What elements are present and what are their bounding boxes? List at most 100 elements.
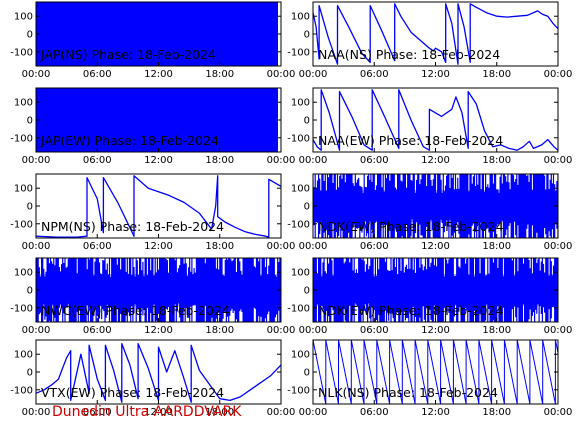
x-tick-label: 06:00 (83, 155, 112, 166)
x-tick-label: 12:00 (144, 241, 173, 252)
phase-trace-line (313, 89, 558, 151)
phase-trace-band (313, 190, 558, 222)
x-tick-label: 18:00 (482, 69, 511, 80)
phase-panel-5: 100 0 -100 00:00 06:00 12:00 18:00 00:00 NPM(NS)… (10, 173, 296, 252)
x-tick-label: 00:00 (22, 155, 51, 166)
x-tick-label: 18:00 (205, 69, 234, 80)
x-tick-label: 00:00 (22, 69, 51, 80)
x-tick-label: 12:00 (421, 69, 450, 80)
y-tick-label: -100 (287, 303, 310, 314)
phase-panel-9: 100 0 -100 00:00 06:00 12:00 18:00 00:00 VTX(EW)… (10, 339, 296, 418)
x-tick-label: 00:00 (299, 325, 328, 336)
x-tick-label: 00:00 (544, 69, 573, 80)
panel-title: NDK(EW) Phase: 18-Feb-2024 (318, 303, 504, 318)
phase-trace (36, 342, 281, 403)
phase-trace-fill (36, 2, 278, 66)
panel-title: VTX(EW) Phase: 18-Feb-2024 (41, 385, 224, 400)
y-tick-label: 100 (14, 268, 33, 279)
y-tick-label: 100 (291, 98, 310, 109)
phase-trace-line (313, 174, 558, 238)
panel-title: NAA(NS) Phase: 18-Feb-2024 (318, 47, 500, 62)
phase-trace (313, 3, 558, 65)
x-tick-label: 00:00 (267, 155, 296, 166)
phase-trace (313, 258, 558, 322)
y-tick-label: 0 (27, 286, 33, 297)
phase-trace-line (36, 175, 281, 238)
x-tick-label: 00:00 (299, 69, 328, 80)
x-tick-label: 06:00 (83, 241, 112, 252)
y-tick-label: -100 (287, 133, 310, 144)
phase-panel-4: 100 0 -100 00:00 06:00 12:00 18:00 00:00 NAA(EW)… (287, 87, 573, 166)
x-tick-label: 18:00 (205, 155, 234, 166)
y-tick-label: -100 (287, 219, 310, 230)
x-tick-label: 18:00 (482, 407, 511, 418)
y-tick-label: 0 (304, 116, 310, 127)
y-tick-label: 100 (14, 12, 33, 23)
y-tick-label: 0 (304, 30, 310, 41)
x-tick-label: 00:00 (299, 407, 328, 418)
x-tick-label: 06:00 (360, 325, 389, 336)
phase-panel-6: 100 0 -100 00:00 06:00 12:00 18:00 00:00 NDK(EW)… (287, 173, 573, 252)
x-tick-label: 00:00 (267, 407, 296, 418)
y-tick-label: 0 (304, 368, 310, 379)
x-tick-label: 00:00 (299, 155, 328, 166)
x-tick-label: 18:00 (482, 325, 511, 336)
x-tick-label: 00:00 (544, 155, 573, 166)
panel-title: JAP(NS) Phase: 18-Feb-2024 (40, 47, 216, 62)
x-tick-label: 18:00 (205, 241, 234, 252)
phase-trace (313, 89, 558, 151)
x-tick-label: 06:00 (83, 69, 112, 80)
x-tick-label: 12:00 (421, 241, 450, 252)
x-tick-label: 00:00 (267, 69, 296, 80)
x-tick-label: 06:00 (360, 155, 389, 166)
y-tick-label: 100 (14, 350, 33, 361)
x-tick-label: 18:00 (482, 241, 511, 252)
x-tick-label: 06:00 (360, 241, 389, 252)
x-tick-label: 06:00 (83, 407, 112, 418)
x-tick-label: 12:00 (421, 325, 450, 336)
y-tick-label: 0 (27, 368, 33, 379)
x-tick-label: 06:00 (360, 407, 389, 418)
x-tick-label: 18:00 (205, 325, 234, 336)
panel-title: NWC(EW) Phase: 18-Feb-2024 (41, 303, 230, 318)
x-tick-label: 12:00 (144, 155, 173, 166)
y-tick-label: 0 (304, 286, 310, 297)
panel-title: NAA(EW) Phase: 18-Feb-2024 (318, 133, 503, 148)
x-tick-label: 00:00 (299, 241, 328, 252)
x-tick-label: 12:00 (144, 69, 173, 80)
x-tick-label: 12:00 (421, 407, 450, 418)
y-tick-label: 100 (14, 184, 33, 195)
phase-panel-1: 100 0 -100 00:00 06:00 12:00 18:00 00:00 JAP(NS)… (10, 1, 296, 80)
x-tick-label: 06:00 (83, 325, 112, 336)
y-tick-label: 100 (291, 268, 310, 279)
x-tick-label: 00:00 (544, 407, 573, 418)
phase-panel-3: 100 0 -100 00:00 06:00 12:00 18:00 00:00 JAP(EW)… (10, 87, 296, 166)
phase-trace (36, 88, 278, 152)
x-tick-label: 18:00 (482, 155, 511, 166)
phase-trace-line (313, 3, 558, 65)
x-tick-label: 00:00 (22, 407, 51, 418)
y-tick-label: -100 (287, 385, 310, 396)
phase-trace (313, 174, 558, 238)
phase-trace-fill (36, 88, 278, 152)
x-tick-label: 18:00 (205, 407, 234, 418)
x-tick-label: 00:00 (544, 241, 573, 252)
phase-trace-line (313, 258, 558, 322)
phase-trace-line (36, 258, 281, 322)
x-tick-label: 12:00 (144, 325, 173, 336)
y-tick-label: -100 (10, 219, 33, 230)
phase-trace-line (36, 342, 281, 403)
phase-trace (36, 2, 278, 66)
phase-trace-band (36, 274, 281, 306)
footer-credit: Dunedin Ultra AARDDVARK (52, 404, 242, 420)
phase-trace (36, 175, 281, 238)
phase-panel-2: 100 0 -100 00:00 06:00 12:00 18:00 00:00 NAA(NS)… (287, 1, 573, 80)
y-tick-label: -100 (10, 47, 33, 58)
y-tick-label: 0 (304, 202, 310, 213)
x-tick-label: 00:00 (267, 241, 296, 252)
phase-panel-10: 100 0 -100 00:00 06:00 12:00 18:00 00:00 NLK(NS)… (287, 339, 573, 418)
panel-title: NDK(EW) Phase: 18-Feb-2024 (318, 219, 504, 234)
phase-panel-8: 100 0 -100 00:00 06:00 12:00 18:00 00:00 NDK(EW)… (287, 257, 572, 336)
y-tick-label: -100 (10, 385, 33, 396)
